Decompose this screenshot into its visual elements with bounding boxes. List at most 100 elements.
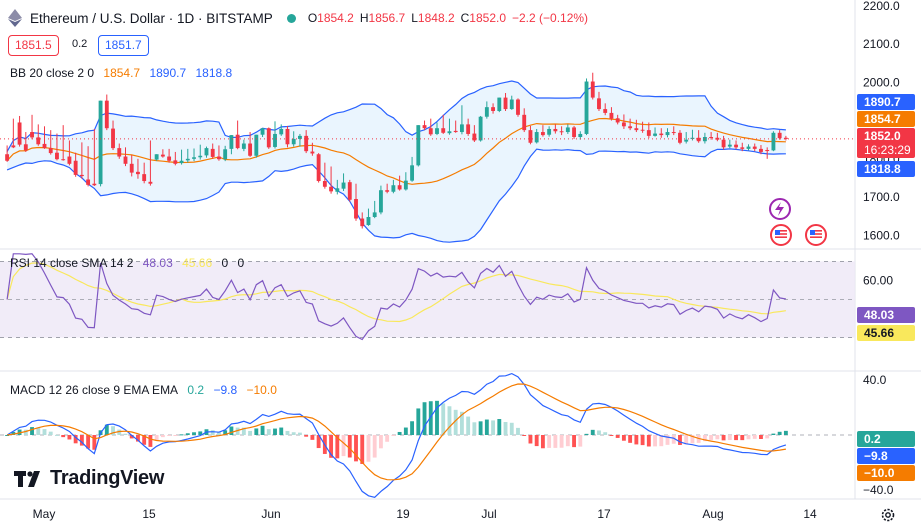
price-label-bg: [857, 128, 915, 158]
macd-histogram-bar: [61, 435, 66, 438]
candle-body: [142, 174, 147, 182]
macd-histogram-bar: [590, 429, 595, 435]
rsi-line: [6, 253, 787, 341]
macd-histogram-bar: [721, 435, 726, 441]
macd-histogram-bar: [422, 402, 427, 435]
candle-body: [104, 100, 109, 129]
macd-histogram-bar: [279, 427, 284, 435]
candle-body: [17, 122, 22, 145]
candle-body: [696, 137, 701, 142]
ohlc-key: O: [307, 11, 318, 25]
macd-histogram-bar: [403, 427, 408, 435]
macd-histogram-bar: [260, 425, 265, 435]
macd-histogram-bar: [727, 435, 732, 441]
macd-histogram-bar: [86, 435, 91, 449]
candle-body: [572, 127, 576, 138]
macd-histogram-bar: [248, 430, 253, 435]
time-tick-label: Aug: [702, 507, 723, 521]
candle-body: [453, 130, 458, 133]
macd-histogram-bar: [329, 435, 334, 458]
macd-value-label-bg: [857, 431, 915, 447]
macd-histogram-bar: [740, 435, 745, 441]
event-flash-icon[interactable]: [769, 198, 791, 220]
price-tick-label: 2100.0: [863, 37, 900, 51]
candle-body: [634, 128, 639, 131]
candle-body: [621, 122, 626, 127]
macd-histogram-bar: [597, 430, 601, 435]
candle-body: [590, 81, 595, 98]
macd-histogram-bar: [223, 430, 228, 435]
gear-icon[interactable]: [880, 507, 896, 523]
bb-legend-label: BB 20 close 2 0: [10, 66, 95, 80]
candle-body: [79, 174, 84, 177]
candle-body: [347, 182, 352, 200]
ohlc-value: 1848.2: [417, 11, 455, 25]
candle-body: [721, 139, 726, 148]
candle-body: [615, 118, 620, 123]
macd-histogram-bar: [67, 435, 72, 440]
candle-body: [86, 179, 91, 185]
macd-histogram-bar: [559, 435, 564, 448]
macd-histogram-bar: [23, 429, 28, 435]
candle-body: [117, 148, 122, 157]
macd-histogram-bar: [235, 427, 240, 435]
candle-body: [578, 133, 583, 138]
macd-histogram-bar: [192, 432, 196, 435]
candle-body: [173, 160, 178, 164]
bb-lower-value: 1818.8: [195, 66, 233, 80]
macd-histogram-bar: [17, 429, 22, 435]
market-status-icon[interactable]: [286, 13, 296, 23]
candle-body: [360, 218, 365, 227]
candle-body: [665, 132, 670, 136]
candle-body: [372, 212, 377, 217]
macd-histogram-bar: [746, 435, 751, 440]
candle-body: [36, 137, 41, 145]
sell-price-button[interactable]: 1851.5: [8, 35, 59, 56]
macd-histogram-bar: [148, 435, 153, 447]
macd-signal-value: −10.0: [246, 383, 277, 397]
macd-hist-value: 0.2: [187, 383, 205, 397]
candle-body: [204, 148, 209, 156]
candle-body: [410, 165, 415, 181]
macd-histogram-bar: [453, 409, 458, 435]
candle-body: [67, 156, 72, 164]
candle-body: [260, 128, 265, 135]
ohlc-key: C: [460, 11, 470, 25]
rsi-sma-label: 45.66: [864, 326, 894, 340]
bb-legend[interactable]: BB 20 close 2 0 1854.7 1890.7 1818.8: [10, 66, 238, 80]
candle-body: [298, 135, 302, 139]
us-flag-icon[interactable]: [805, 224, 827, 246]
macd-histogram-bar: [621, 435, 626, 441]
tradingview-logo[interactable]: TradingView: [14, 467, 164, 490]
candle-body: [279, 128, 284, 135]
rsi-legend[interactable]: RSI 14 close SMA 14 2 48.03 45.66 0 0: [10, 256, 250, 270]
candle-body: [129, 163, 134, 173]
macd-tick-label: 40.0: [863, 373, 887, 387]
rsi-legend-label: RSI 14 close SMA 14 2: [10, 256, 134, 270]
time-tick-label: 14: [803, 507, 817, 521]
macd-histogram-bar: [640, 435, 645, 446]
macd-histogram-bar: [759, 435, 763, 439]
macd-histogram-bar: [254, 428, 259, 435]
macd-histogram-bar: [734, 435, 738, 441]
candle-body: [304, 135, 309, 152]
candle-body: [92, 183, 97, 186]
macd-histogram-bar: [441, 403, 446, 435]
macd-histogram-bar: [316, 435, 321, 449]
macd-histogram-bar: [410, 421, 415, 435]
rsi-zero-2: 0: [237, 256, 245, 270]
macd-histogram-bar: [397, 431, 402, 435]
candle-body: [640, 129, 645, 131]
macd-histogram-bar: [55, 434, 59, 436]
symbol-title[interactable]: Ethereum / U.S. Dollar · 1D · BITSTAMP: [30, 10, 273, 26]
macd-legend[interactable]: MACD 12 26 close 9 EMA EMA 0.2 −9.8 −10.…: [10, 383, 283, 397]
candle-body: [646, 130, 651, 136]
candle-body: [341, 182, 346, 189]
candle-body: [659, 133, 664, 136]
us-flag-icon[interactable]: [770, 224, 792, 246]
macd-histogram-bar: [584, 433, 589, 435]
buy-price-button[interactable]: 1851.7: [98, 35, 149, 56]
candle-body: [435, 128, 439, 134]
candle-body: [497, 97, 502, 111]
